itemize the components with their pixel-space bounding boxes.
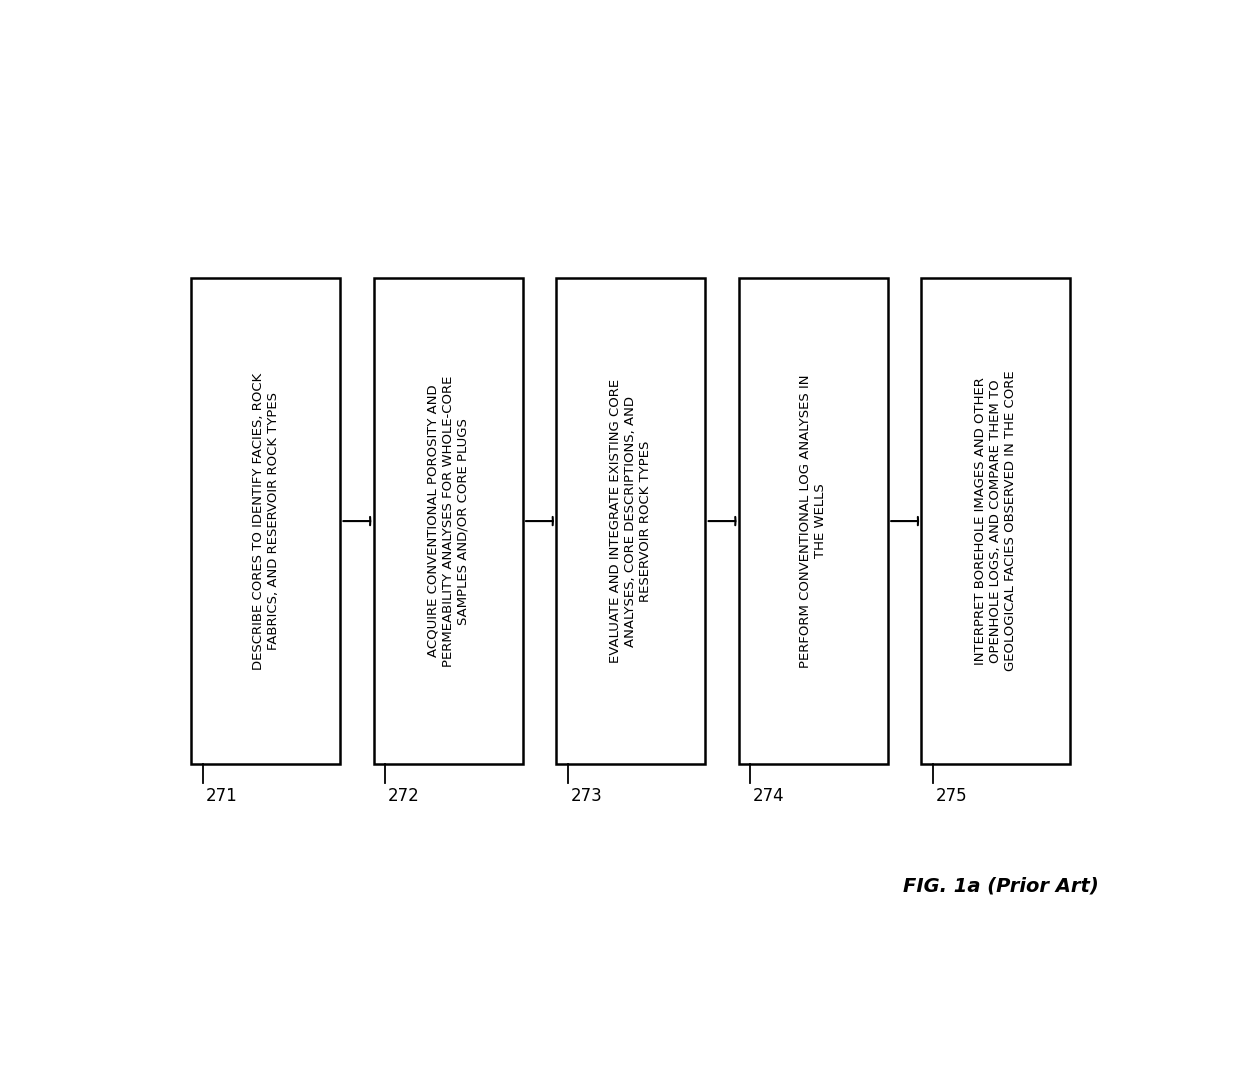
Bar: [373, 278, 522, 764]
Text: 272: 272: [388, 787, 420, 806]
Text: EVALUATE AND INTEGRATE EXISTING CORE
ANALYSES, CORE DESCRIPTIONS, AND
RESERVOIR : EVALUATE AND INTEGRATE EXISTING CORE ANA…: [609, 379, 652, 663]
Text: ACQUIRE CONVENTIONAL POROSITY AND
PERMEABILITY ANALYSES FOR WHOLE-CORE
SAMPLES A: ACQUIRE CONVENTIONAL POROSITY AND PERMEA…: [427, 375, 470, 667]
Text: 273: 273: [570, 787, 603, 806]
Bar: [191, 278, 340, 764]
Bar: [921, 278, 1070, 764]
Text: 271: 271: [206, 787, 237, 806]
Bar: [739, 278, 888, 764]
Text: 275: 275: [936, 787, 967, 806]
Text: 274: 274: [753, 787, 785, 806]
Text: PERFORM CONVENTIONAL LOG ANALYSES IN
THE WELLS: PERFORM CONVENTIONAL LOG ANALYSES IN THE…: [800, 374, 827, 668]
Text: INTERPRET BOREHOLE IMAGES AND OTHER
OPENHOLE LOGS, AND COMPARE THEM TO
GEOLOGICA: INTERPRET BOREHOLE IMAGES AND OTHER OPEN…: [975, 371, 1017, 671]
Bar: [557, 278, 706, 764]
Text: DESCRIBE CORES TO IDENTIFY FACIES, ROCK
FABRICS, AND RESERVOIR ROCK TYPES: DESCRIBE CORES TO IDENTIFY FACIES, ROCK …: [252, 373, 279, 669]
Text: FIG. 1a (Prior Art): FIG. 1a (Prior Art): [903, 876, 1099, 896]
